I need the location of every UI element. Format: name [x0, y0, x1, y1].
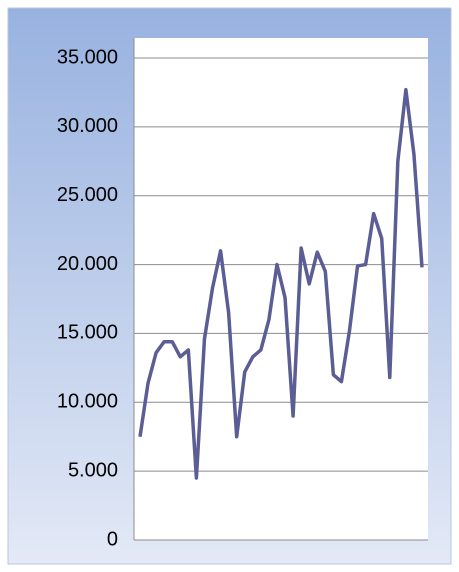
y-tick-label: 10.000 — [57, 391, 118, 413]
y-tick-label: 20.000 — [57, 253, 118, 275]
y-tick-label: 0 — [107, 528, 118, 550]
y-tick-label: 30.000 — [57, 115, 118, 137]
plot-area — [134, 38, 428, 540]
y-tick-label: 5.000 — [68, 459, 118, 481]
y-tick-label: 15.000 — [57, 322, 118, 344]
y-tick-label: 35.000 — [57, 46, 118, 68]
data-line — [138, 87, 424, 480]
y-tick-label: 25.000 — [57, 184, 118, 206]
